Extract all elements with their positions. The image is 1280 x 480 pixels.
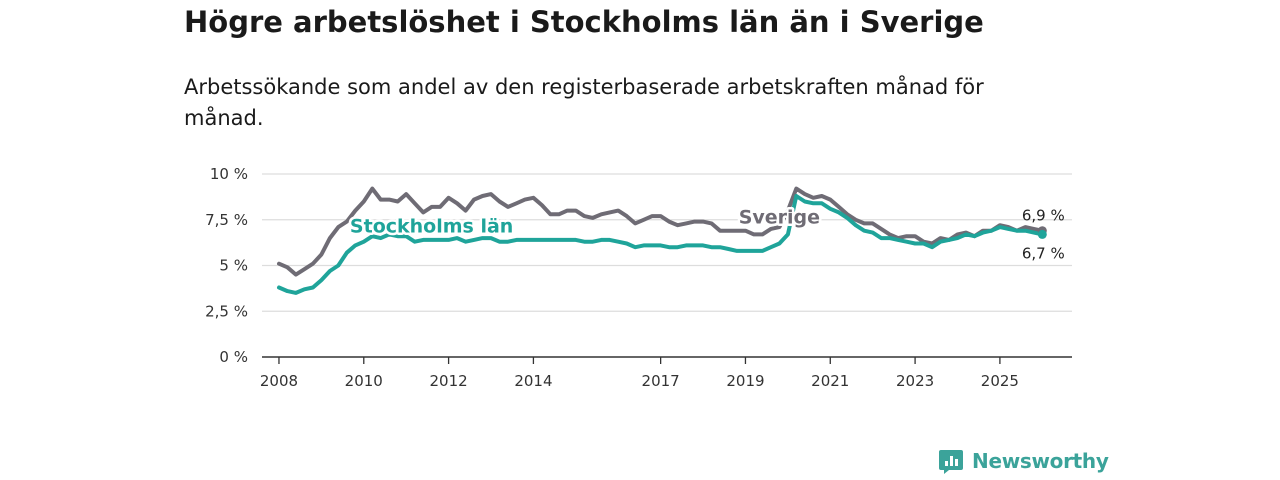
x-tick-label: 2021 bbox=[811, 372, 849, 390]
newsworthy-chart-icon bbox=[939, 450, 963, 474]
x-tick-label: 2019 bbox=[726, 372, 764, 390]
axes: 0 % 2,5 % 5 % 7,5 % 10 % 2008 2010 2012 2014 2017… bbox=[205, 165, 1072, 390]
x-tick-label: 2025 bbox=[981, 372, 1019, 390]
series-lines bbox=[277, 186, 1047, 295]
brand-logo: Newsworthy bbox=[938, 448, 1109, 474]
y-tick-label: 2,5 % bbox=[205, 302, 248, 320]
end-value-label-sverige: 6,9 % bbox=[1022, 207, 1065, 225]
y-tick-label: 7,5 % bbox=[205, 211, 248, 229]
gridlines bbox=[262, 173, 1072, 312]
series-line-stockholm bbox=[277, 194, 1045, 295]
x-tick-label: 2017 bbox=[642, 372, 680, 390]
x-tick-label: 2010 bbox=[345, 372, 383, 390]
x-tick-label: 2008 bbox=[260, 372, 298, 390]
x-tick-label: 2023 bbox=[896, 372, 934, 390]
end-value-label-stockholm: 6,7 % bbox=[1022, 244, 1065, 262]
brand-name: Newsworthy bbox=[972, 449, 1109, 473]
series-label-stockholm: Stockholms län bbox=[350, 216, 513, 238]
y-tick-label: 10 % bbox=[210, 165, 248, 183]
series-end-marker-stockholm bbox=[1037, 229, 1047, 239]
y-tick-label: 0 % bbox=[219, 348, 248, 366]
x-tick-label: 2012 bbox=[430, 372, 468, 390]
chart-subtitle: Arbetssökande som andel av den registerb… bbox=[184, 75, 984, 130]
series-labels: Sverige Stockholms län 6,9 % 6,7 % bbox=[347, 204, 1065, 262]
x-tick-label: 2014 bbox=[514, 372, 552, 390]
chart-title: Högre arbetslöshet i Stockholms län än i… bbox=[184, 5, 984, 39]
y-tick-label: 5 % bbox=[219, 257, 248, 275]
series-label-sverige: Sverige bbox=[739, 206, 820, 228]
series-line-sverige bbox=[277, 186, 1045, 277]
